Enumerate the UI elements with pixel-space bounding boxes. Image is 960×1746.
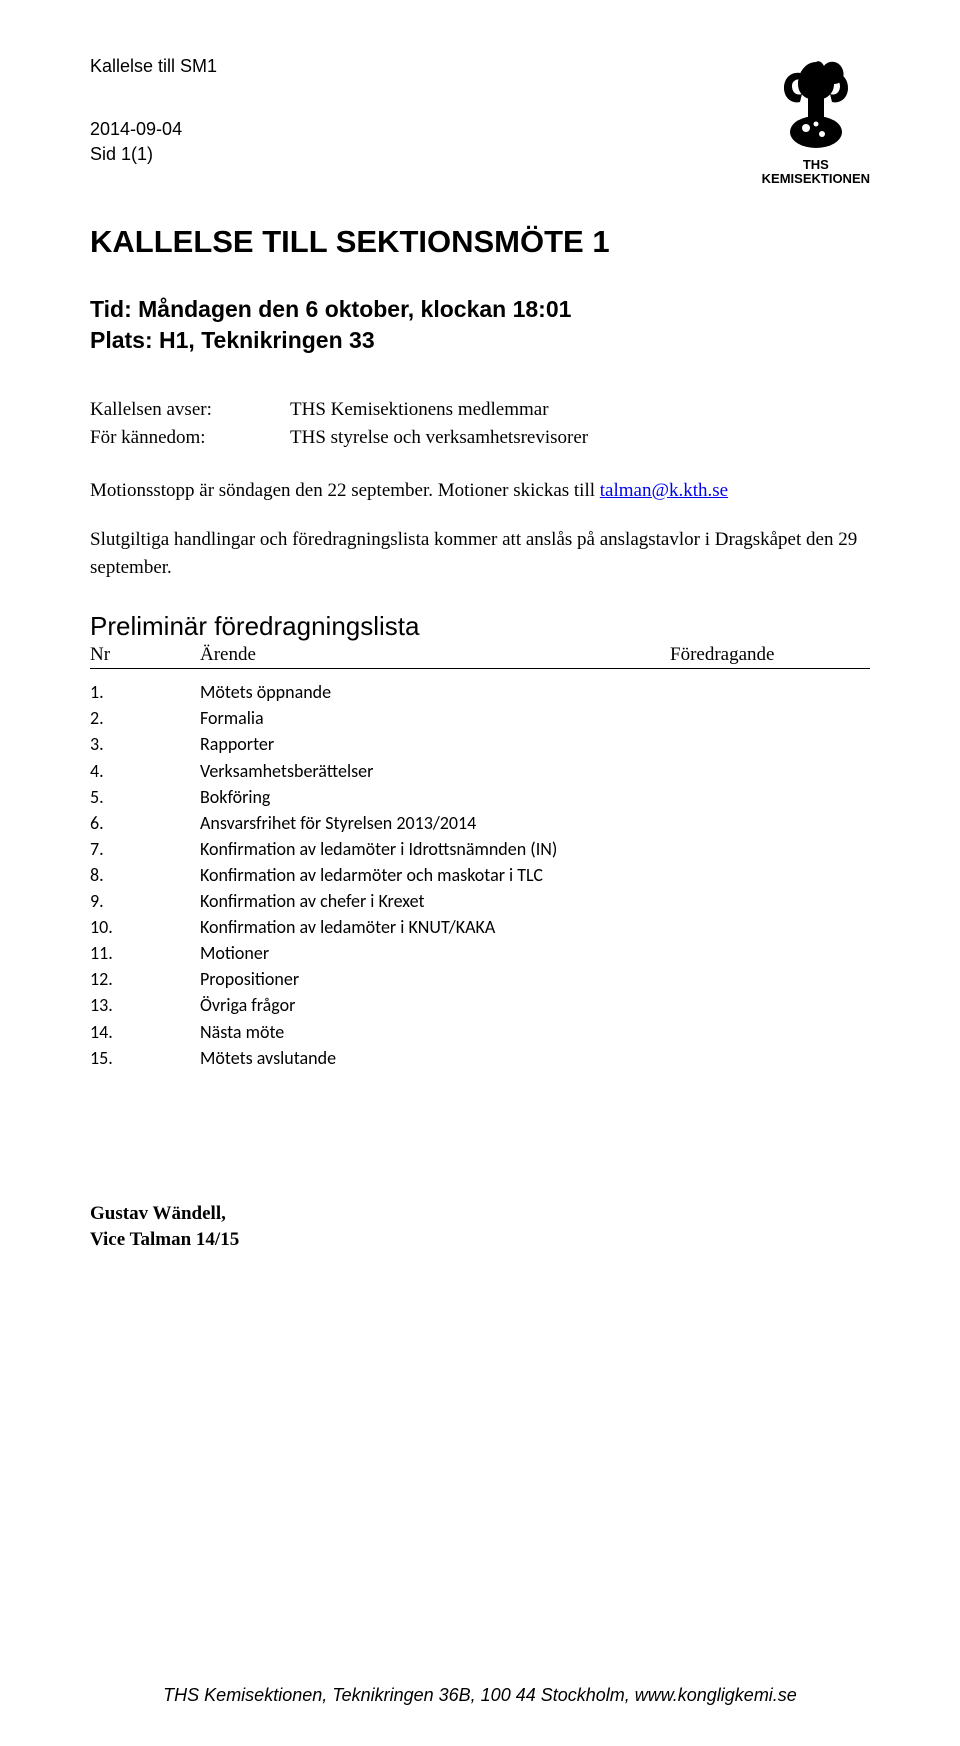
main-heading: KALLELSE TILL SEKTIONSMÖTE 1 (90, 224, 870, 260)
agenda-row: 3.Rapporter (90, 731, 870, 757)
info-row-2: För kännedom: THS styrelse och verksamhe… (90, 424, 870, 453)
agenda-row: 1.Mötets öppnande (90, 679, 870, 705)
agenda-nr: 11. (90, 940, 200, 966)
agenda-text: Konfirmation av ledamöter i Idrottsnämnd… (200, 836, 870, 862)
agenda-nr: 5. (90, 784, 200, 810)
agenda-row: 6.Ansvarsfrihet för Styrelsen 2013/2014 (90, 810, 870, 836)
agenda-row: 2.Formalia (90, 705, 870, 731)
list-heading: Preliminär föredragningslista (90, 611, 870, 642)
agenda-nr: 13. (90, 992, 200, 1018)
info-label-2: För kännedom: (90, 424, 290, 453)
agenda-text: Bokföring (200, 784, 870, 810)
agenda-nr: 7. (90, 836, 200, 862)
motion-text-a: Motionsstopp är söndagen den 22 septembe… (90, 480, 600, 501)
agenda-row: 11.Motioner (90, 940, 870, 966)
agenda-text: Propositioner (200, 966, 870, 992)
agenda-text: Ansvarsfrihet för Styrelsen 2013/2014 (200, 810, 870, 836)
date-page-block: 2014-09-04 Sid 1(1) (90, 117, 217, 167)
col-fored: Föredragande (670, 644, 870, 666)
agenda-nr: 8. (90, 862, 200, 888)
place-line: Plats: H1, Teknikringen 33 (90, 325, 870, 356)
page: Kallelse till SM1 2014-09-04 Sid 1(1) (0, 0, 960, 1746)
agenda-text: Motioner (200, 940, 870, 966)
sub-heading: Tid: Måndagen den 6 oktober, klockan 18:… (90, 294, 870, 356)
agenda-nr: 12. (90, 966, 200, 992)
agenda-row: 12.Propositioner (90, 966, 870, 992)
agenda-nr: 14. (90, 1019, 200, 1045)
agenda-row: 7.Konfirmation av ledamöter i Idrottsnäm… (90, 836, 870, 862)
agenda-row: 4.Verksamhetsberättelser (90, 758, 870, 784)
final-docs-text: Slutgiltiga handlingar och föredragnings… (90, 526, 870, 581)
agenda-text: Verksamhetsberättelser (200, 758, 870, 784)
info-block: Kallelsen avser: THS Kemisektionens medl… (90, 396, 870, 453)
agenda-nr: 1. (90, 679, 200, 705)
signature-name: Gustav Wändell, (90, 1201, 870, 1228)
agenda-row: 8.Konfirmation av ledarmöter och maskota… (90, 862, 870, 888)
agenda-row: 13.Övriga frågor (90, 992, 870, 1018)
info-label-1: Kallelsen avser: (90, 396, 290, 425)
motion-text: Motionsstopp är söndagen den 22 septembe… (90, 477, 870, 505)
agenda-text: Formalia (200, 705, 870, 731)
agenda-nr: 2. (90, 705, 200, 731)
email-link[interactable]: talman@k.kth.se (600, 480, 728, 501)
page-ref: Sid 1(1) (90, 142, 217, 167)
info-value-1: THS Kemisektionens medlemmar (290, 396, 549, 425)
agenda-row: 10.Konfirmation av ledamöter i KNUT/KAKA (90, 914, 870, 940)
info-value-2: THS styrelse och verksamhetsrevisorer (290, 424, 588, 453)
agenda-list: 1.Mötets öppnande2.Formalia3.Rapporter4.… (90, 679, 870, 1070)
agenda-nr: 6. (90, 810, 200, 836)
agenda-text: Nästa möte (200, 1019, 870, 1045)
doc-date: 2014-09-04 (90, 117, 217, 142)
signature: Gustav Wändell, Vice Talman 14/15 (90, 1201, 870, 1254)
footer: THS Kemisektionen, Teknikringen 36B, 100… (90, 1645, 870, 1706)
col-arende: Ärende (200, 644, 670, 666)
info-row-1: Kallelsen avser: THS Kemisektionens medl… (90, 396, 870, 425)
agenda-nr: 3. (90, 731, 200, 757)
logo-icon (766, 54, 866, 154)
agenda-text: Konfirmation av ledamöter i KNUT/KAKA (200, 914, 870, 940)
agenda-nr: 10. (90, 914, 200, 940)
signature-role: Vice Talman 14/15 (90, 1227, 870, 1254)
agenda-text: Mötets öppnande (200, 679, 870, 705)
header-left: Kallelse till SM1 2014-09-04 Sid 1(1) (90, 54, 217, 224)
agenda-text: Mötets avslutande (200, 1045, 870, 1071)
agenda-row: 5.Bokföring (90, 784, 870, 810)
header: Kallelse till SM1 2014-09-04 Sid 1(1) (90, 54, 870, 224)
agenda-text: Övriga frågor (200, 992, 870, 1018)
table-header: Nr Ärende Föredragande (90, 644, 870, 669)
logo-text-2: KEMISEKTIONEN (762, 172, 870, 186)
agenda-text: Konfirmation av ledarmöter och maskotar … (200, 862, 870, 888)
time-line: Tid: Måndagen den 6 oktober, klockan 18:… (90, 294, 870, 325)
logo: THS KEMISEKTIONEN (762, 54, 870, 187)
agenda-nr: 9. (90, 888, 200, 914)
agenda-nr: 15. (90, 1045, 200, 1071)
agenda-row: 9.Konfirmation av chefer i Krexet (90, 888, 870, 914)
doc-title: Kallelse till SM1 (90, 54, 217, 79)
agenda-text: Rapporter (200, 731, 870, 757)
logo-text-1: THS (762, 158, 870, 172)
col-nr: Nr (90, 644, 200, 666)
agenda-nr: 4. (90, 758, 200, 784)
agenda-row: 14.Nästa möte (90, 1019, 870, 1045)
agenda-row: 15.Mötets avslutande (90, 1045, 870, 1071)
agenda-text: Konfirmation av chefer i Krexet (200, 888, 870, 914)
